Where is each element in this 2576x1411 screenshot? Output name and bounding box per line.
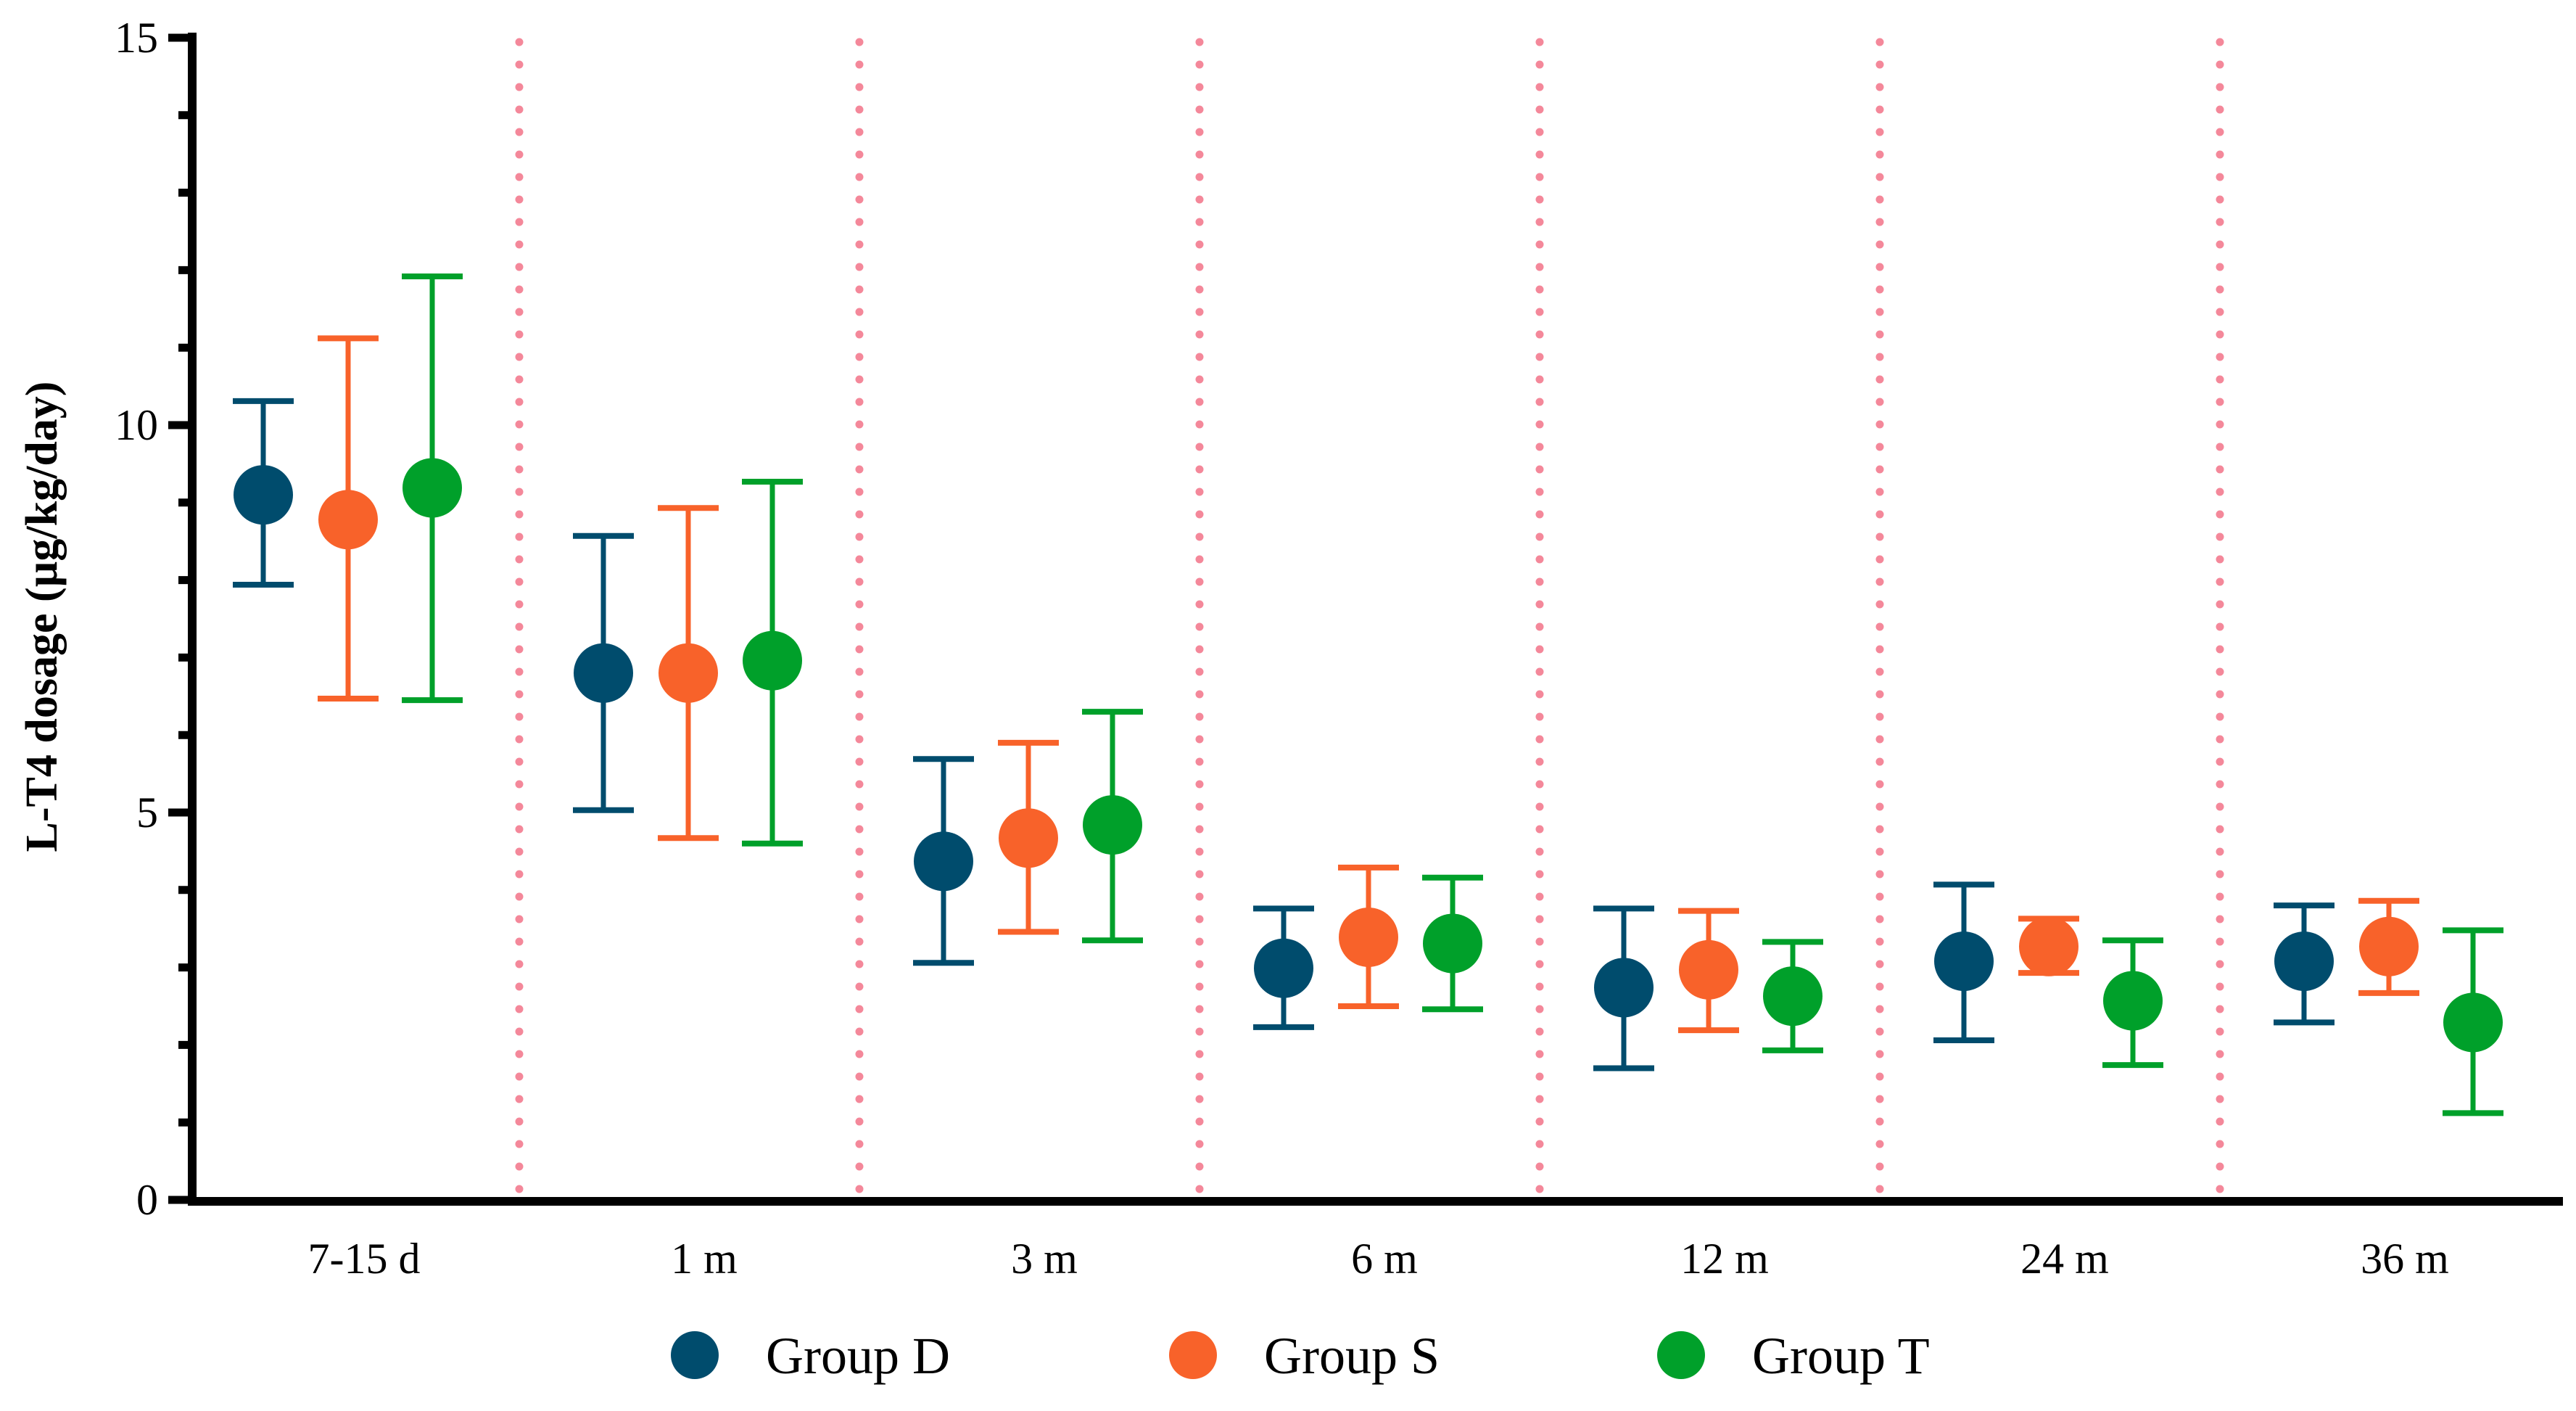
data-point bbox=[318, 490, 378, 550]
y-tick-label: 5 bbox=[136, 789, 158, 836]
legend-label: Group S bbox=[1264, 1327, 1440, 1385]
data-point-group bbox=[2274, 902, 2334, 1026]
data-point-group bbox=[318, 335, 379, 702]
x-tick-label: 36 m bbox=[2361, 1235, 2449, 1283]
y-tick-label: 10 bbox=[115, 401, 158, 449]
data-point-group bbox=[233, 398, 294, 588]
data-point-group bbox=[573, 532, 634, 813]
data-point bbox=[574, 643, 633, 703]
legend-marker bbox=[1657, 1331, 1705, 1379]
data-point bbox=[2443, 992, 2503, 1053]
data-point bbox=[234, 465, 293, 525]
data-point-group bbox=[2358, 897, 2419, 996]
x-tick-label: 1 m bbox=[671, 1235, 738, 1283]
legend: Group D Group S Group T bbox=[671, 1327, 1930, 1385]
data-point-group bbox=[742, 478, 803, 847]
data-point bbox=[914, 831, 973, 892]
data-point bbox=[402, 458, 462, 518]
data-point-group bbox=[913, 756, 974, 966]
data-point-group bbox=[1082, 709, 1143, 944]
y-tick-label: 0 bbox=[136, 1176, 158, 1224]
data-point bbox=[1763, 966, 1822, 1027]
data-point bbox=[999, 808, 1058, 868]
data-point-group bbox=[1933, 881, 1994, 1043]
x-tick-label: 3 m bbox=[1011, 1235, 1078, 1283]
x-tick-label: 24 m bbox=[2020, 1235, 2109, 1283]
data-point-group bbox=[1338, 864, 1399, 1009]
data-point-group bbox=[998, 739, 1059, 935]
x-tick-labels: 7-15 d 1 m 3 m 6 m 12 m 24 m 36 m bbox=[308, 1235, 2449, 1283]
data-point bbox=[1254, 938, 1313, 998]
data-point-group bbox=[2018, 916, 2079, 976]
legend-label: Group D bbox=[766, 1327, 950, 1385]
data-point bbox=[1934, 931, 1994, 992]
data-point bbox=[1083, 795, 1142, 855]
data-point bbox=[2274, 931, 2334, 992]
legend-label: Group T bbox=[1752, 1327, 1930, 1385]
data-point bbox=[1339, 907, 1398, 967]
x-tick-label: 12 m bbox=[1680, 1235, 1769, 1283]
data-point-group bbox=[1253, 905, 1314, 1030]
data-point bbox=[2359, 916, 2419, 976]
data-point-group bbox=[1678, 908, 1739, 1034]
y-tick-label: 15 bbox=[115, 14, 158, 62]
data-point bbox=[2103, 971, 2163, 1031]
data-point bbox=[743, 630, 802, 691]
data-point-group bbox=[402, 273, 463, 704]
legend-marker bbox=[1169, 1331, 1217, 1379]
data-point-group bbox=[658, 505, 719, 842]
data-point bbox=[2019, 916, 2078, 976]
data-point-group bbox=[2102, 937, 2163, 1069]
y-axis-label: L-T4 dosage (µg/kg/day) bbox=[17, 382, 67, 852]
axes bbox=[188, 33, 2563, 1206]
x-tick-label: 6 m bbox=[1351, 1235, 1418, 1283]
data-point-group bbox=[1593, 905, 1654, 1071]
data-point bbox=[1679, 939, 1738, 1000]
legend-marker bbox=[671, 1331, 719, 1379]
data-point bbox=[659, 643, 718, 703]
data-point-group bbox=[1762, 939, 1823, 1053]
x-tick-label: 7-15 d bbox=[308, 1235, 421, 1283]
data-point bbox=[1423, 913, 1482, 974]
data-point-group bbox=[2443, 927, 2503, 1116]
data-point-group bbox=[1422, 874, 1483, 1013]
y-ticks: 0 5 10 15 bbox=[115, 14, 192, 1224]
data-points bbox=[233, 273, 2503, 1116]
data-point bbox=[1594, 958, 1654, 1018]
